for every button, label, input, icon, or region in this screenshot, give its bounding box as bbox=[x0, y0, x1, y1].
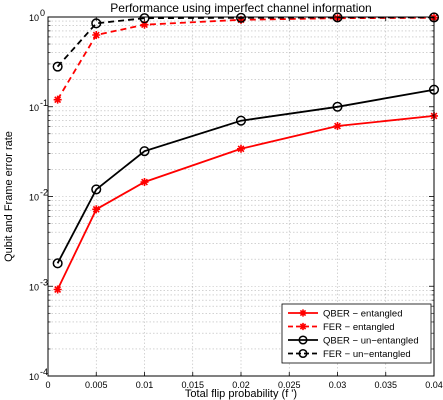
x-tick-label: 0.04 bbox=[425, 380, 443, 390]
y-tick-label: 10 bbox=[29, 13, 39, 23]
data-point bbox=[52, 258, 63, 269]
x-tick-label: 0.035 bbox=[374, 380, 397, 390]
y-tick-exponent: -3 bbox=[40, 277, 48, 287]
series-2 bbox=[53, 13, 438, 104]
series-group bbox=[52, 12, 440, 294]
legend-item: FER − un−entangled bbox=[288, 348, 411, 360]
x-tick-label: 0.015 bbox=[181, 380, 204, 390]
grid bbox=[48, 17, 434, 376]
y-tick-exponent: -2 bbox=[40, 188, 48, 198]
data-point bbox=[92, 31, 101, 40]
data-point bbox=[332, 101, 343, 112]
data-point bbox=[237, 144, 245, 153]
legend-item: QBER − entangled bbox=[288, 309, 402, 320]
data-point bbox=[139, 13, 150, 24]
data-point bbox=[299, 322, 307, 331]
series-1 bbox=[53, 111, 438, 294]
data-point bbox=[298, 335, 308, 345]
legend-label: FER − un−entangled bbox=[323, 349, 411, 360]
data-point bbox=[333, 122, 342, 131]
series-line bbox=[56, 16, 435, 101]
series-4 bbox=[52, 12, 440, 72]
y-axis-label: Qubit and Frame error rate bbox=[3, 131, 15, 262]
axis-ticks: 0 0.005 0.01 0.015 0.02 0.025 0.03 0.035 0.0410-… bbox=[29, 8, 443, 390]
data-point bbox=[235, 115, 247, 126]
series-line bbox=[56, 16, 434, 68]
data-point bbox=[53, 95, 62, 104]
x-tick-label: 0.02 bbox=[232, 380, 250, 390]
data-point bbox=[235, 12, 247, 23]
y-tick-exponent: -1 bbox=[40, 98, 48, 108]
x-tick-label: 0.025 bbox=[278, 380, 301, 390]
data-point bbox=[298, 348, 308, 359]
data-point bbox=[52, 61, 63, 72]
legend-item: FER − entangled bbox=[288, 322, 395, 333]
y-tick-label: 10 bbox=[29, 282, 39, 292]
x-tick-label: 0.03 bbox=[329, 380, 347, 390]
y-tick-label: 10 bbox=[29, 103, 39, 113]
y-tick-exponent: 0 bbox=[40, 8, 45, 18]
x-tick-label: 0.005 bbox=[85, 380, 108, 390]
y-tick-exponent: -4 bbox=[40, 367, 48, 377]
legend: QBER − entangled FER − entangled QBER − un… bbox=[281, 303, 432, 364]
x-axis-label: Total flip probability (f ') bbox=[185, 388, 297, 400]
legend-label: QBER − entangled bbox=[323, 309, 402, 320]
data-point bbox=[299, 309, 307, 317]
data-point bbox=[140, 178, 149, 187]
data-point bbox=[140, 20, 149, 29]
series-3 bbox=[52, 84, 440, 269]
x-tick-label: 0 bbox=[45, 380, 50, 390]
legend-item: QBER − un−entangled bbox=[288, 335, 419, 347]
series-line bbox=[56, 88, 435, 264]
data-point bbox=[91, 184, 102, 195]
y-tick-label: 10 bbox=[29, 372, 39, 382]
legend-label: QBER − un−entangled bbox=[323, 336, 419, 347]
series-line bbox=[56, 115, 435, 290]
legend-label: FER − entangled bbox=[323, 322, 395, 333]
y-tick-label: 10 bbox=[29, 193, 39, 203]
chart-title: Performance using imperfect channel info… bbox=[110, 1, 371, 15]
data-point bbox=[92, 205, 101, 214]
data-point bbox=[139, 146, 150, 157]
x-tick-label: 0.01 bbox=[136, 380, 154, 390]
data-point bbox=[53, 285, 62, 294]
